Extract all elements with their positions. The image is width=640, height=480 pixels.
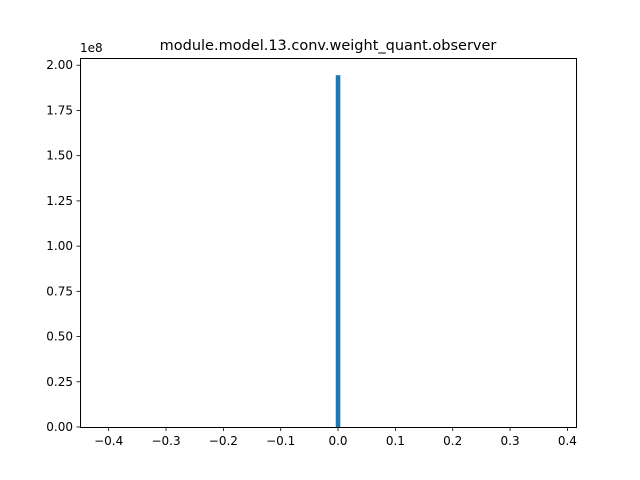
x-tick-label: 0.4 xyxy=(558,434,577,448)
y-axis-offset-label: 1e8 xyxy=(80,41,103,55)
y-tick-label: 1.75 xyxy=(46,103,73,117)
x-tick-label: −0.3 xyxy=(151,434,180,448)
x-tick-label: 0.3 xyxy=(501,434,520,448)
x-tick-label: 0.1 xyxy=(386,434,405,448)
x-tick-label: −0.4 xyxy=(94,434,123,448)
y-axis-ticks: 0.00 0.25 0.50 0.75 1.00 1.25 1.50 1.75 2.00 xyxy=(46,58,81,434)
y-tick-label: 0.50 xyxy=(46,330,73,344)
plot-frame xyxy=(80,58,577,428)
y-tick-label: 1.50 xyxy=(46,149,73,163)
y-tick-label: 0.75 xyxy=(46,284,73,298)
x-tick-label: −0.1 xyxy=(266,434,295,448)
bars-group xyxy=(335,75,341,427)
y-tick-label: 2.00 xyxy=(46,58,73,72)
y-tick-label: 0.25 xyxy=(46,375,73,389)
x-axis-ticks: −0.4 −0.3 −0.2 −0.1 0.0 0.1 0.2 0.3 0.4 xyxy=(94,427,577,448)
y-tick-label: 0.00 xyxy=(46,420,73,434)
y-tick-label: 1.00 xyxy=(46,239,73,253)
x-tick-label: 0.2 xyxy=(443,434,462,448)
chart-title: module.model.13.conv.weight_quant.observ… xyxy=(160,38,497,54)
x-tick-label: −0.2 xyxy=(209,434,238,448)
histogram-bar xyxy=(335,75,341,427)
y-tick-label: 1.25 xyxy=(46,194,73,208)
x-tick-label: 0.0 xyxy=(328,434,347,448)
